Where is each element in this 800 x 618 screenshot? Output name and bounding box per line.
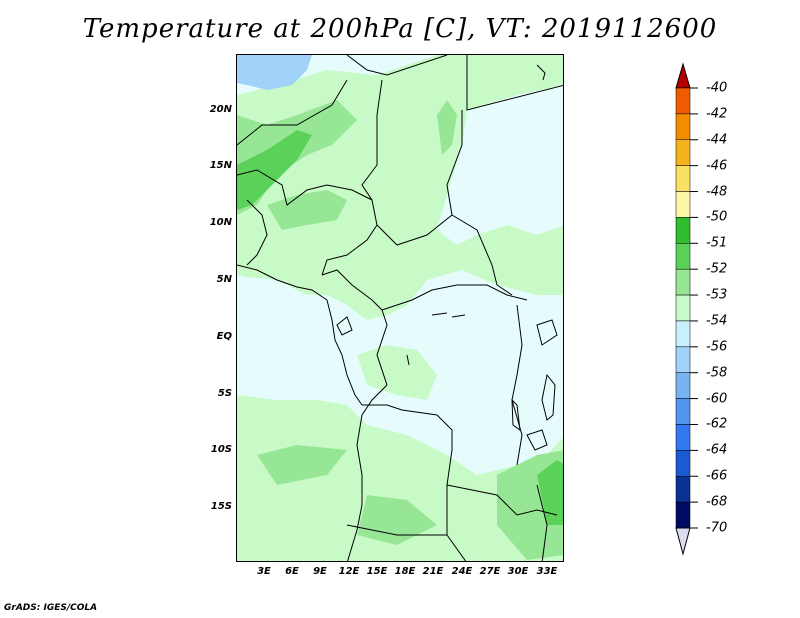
colorbar-label: -58 <box>706 365 728 381</box>
lon-label-18e: 18E <box>394 566 416 577</box>
colorbar-swatch <box>675 268 691 296</box>
colorbar <box>675 62 698 556</box>
field-region-light-green-center <box>357 345 437 400</box>
colorbar-swatch <box>675 475 691 503</box>
lon-label-12e: 12E <box>338 566 360 577</box>
lat-label-10s: 10S <box>210 444 232 455</box>
colorbar-swatch <box>675 113 691 141</box>
lon-label-15e: 15E <box>366 566 388 577</box>
colorbar-swatch <box>675 398 691 425</box>
lon-label-27e: 27E <box>479 566 501 577</box>
field-region-light-green-south <box>237 395 563 561</box>
lon-label-6e: 6E <box>285 566 299 577</box>
colorbar-label: -64 <box>706 442 728 458</box>
colorbar-swatch <box>675 191 691 218</box>
colorbar-swatch <box>675 165 691 192</box>
footer-credit: GrADS: IGES/COLA <box>4 603 98 613</box>
colorbar-label: -54 <box>706 313 728 329</box>
coastline <box>237 264 363 406</box>
field-region-dark-green-2 <box>537 460 563 525</box>
colorbar-swatch <box>675 320 691 348</box>
colorbar-swatch <box>675 294 691 322</box>
lat-label-20n: 20N <box>209 104 232 115</box>
field-region-mid-green-3 <box>437 100 457 155</box>
field-region-blue <box>237 55 312 90</box>
lon-label-30e: 30E <box>507 566 529 577</box>
colorbar-label: -52 <box>706 261 728 277</box>
field-region-light-green <box>237 55 563 320</box>
colorbar-swatch <box>675 346 691 373</box>
colorbar-top-arrow <box>675 62 691 89</box>
colorbar-label: -51 <box>706 235 728 251</box>
colorbar-swatch <box>675 501 691 529</box>
colorbar-label: -60 <box>706 391 728 407</box>
colorbar-label: -42 <box>706 106 728 122</box>
lat-label-5n: 5N <box>216 274 232 285</box>
colorbar-label: -62 <box>706 416 728 432</box>
colorbar-swatch <box>675 424 691 451</box>
field-region-mid-green-6 <box>357 495 437 545</box>
colorbar-swatch <box>675 139 691 166</box>
colorbar-swatch <box>675 243 691 270</box>
lon-label-3e: 3E <box>257 566 271 577</box>
lon-label-33e: 33E <box>536 566 558 577</box>
lat-label-15n: 15N <box>209 160 232 171</box>
colorbar-label: -50 <box>706 209 728 225</box>
colorbar-bottom-arrow <box>675 527 691 556</box>
lon-label-21e: 21E <box>422 566 444 577</box>
colorbar-label: -48 <box>706 184 728 200</box>
lat-label-10n: 10N <box>209 217 232 228</box>
colorbar-swatch <box>675 87 691 115</box>
field-region-mid-green-2 <box>267 190 347 230</box>
colorbar-label: -66 <box>706 468 728 484</box>
colorbar-label: -56 <box>706 339 728 355</box>
colorbar-swatch <box>675 372 691 399</box>
colorbar-label: -53 <box>706 287 728 303</box>
colorbar-swatch <box>675 450 691 477</box>
map-area <box>236 54 564 562</box>
field-region-dark-green <box>237 130 312 210</box>
colorbar-label: -70 <box>706 520 728 536</box>
colorbar-label: -68 <box>706 494 728 510</box>
colorbar-label: -44 <box>706 132 728 148</box>
country-borders <box>237 55 563 561</box>
lat-label-5s: 5S <box>217 388 232 399</box>
field-region-mid-green-4 <box>257 445 347 485</box>
lon-label-9e: 9E <box>313 566 327 577</box>
map-title: Temperature at 200hPa [C], VT: 201911260… <box>82 14 718 44</box>
temperature-field <box>237 55 563 561</box>
colorbar-label: -46 <box>706 158 728 174</box>
colorbar-swatch <box>675 217 691 244</box>
lat-label-15s: 15S <box>210 501 232 512</box>
lon-label-24e: 24E <box>451 566 473 577</box>
colorbar-label: -40 <box>706 80 728 96</box>
lat-label-eq: EQ <box>216 331 232 342</box>
